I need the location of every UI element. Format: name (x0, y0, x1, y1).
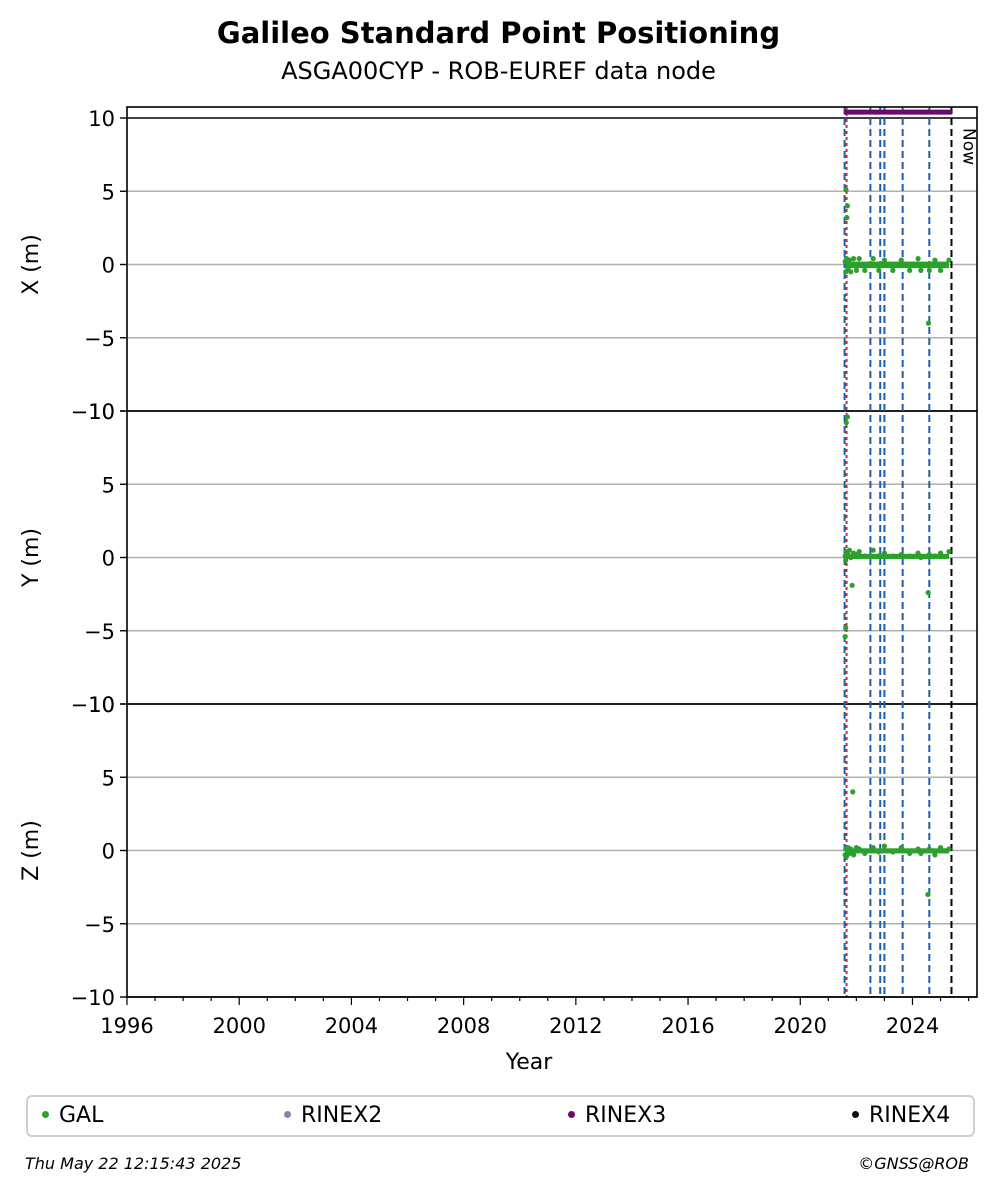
data-point-gal (870, 256, 876, 262)
plot-frame (126, 106, 978, 998)
data-point-gal (853, 267, 859, 273)
data-band-gal (845, 261, 949, 269)
data-point-gal (844, 203, 850, 209)
data-point-gal (843, 187, 849, 193)
x-axis-label: Year (505, 1050, 554, 1075)
data-point-gal (890, 267, 896, 273)
data-point-gal (846, 547, 852, 553)
data-point-gal (918, 267, 924, 273)
data-point-gal (844, 215, 850, 221)
y-tick-label: 10 (88, 693, 115, 717)
legend-item-rinex4: RINEX4 (852, 1097, 950, 1135)
data-point-gal (925, 590, 931, 596)
data-point-gal (881, 257, 888, 263)
data-point-gal (849, 582, 855, 588)
data-point-gal (843, 420, 849, 426)
x-tick-label: 2020 (774, 1014, 827, 1038)
data-point-gal (915, 256, 921, 262)
footer-timestamp: Thu May 22 12:15:43 2025 (25, 1154, 242, 1173)
y-tick-label: 10 (88, 400, 115, 424)
y-tick-label: −5 (84, 327, 115, 351)
data-point-gal (946, 257, 952, 263)
data-point-gal (932, 257, 938, 263)
data-point-gal (937, 267, 944, 273)
data-point-gal (881, 843, 888, 849)
y-axis-label: Z (m) (19, 820, 44, 881)
y-tick-label: 10 (88, 107, 115, 131)
y-tick-label: 5 (102, 180, 115, 204)
x-tick-label: 2012 (549, 1014, 602, 1038)
legend: GAL RINEX2 RINEX3 RINEX4 (26, 1095, 975, 1137)
legend-marker-rinex4 (852, 1110, 859, 1118)
data-point-gal (850, 256, 857, 262)
legend-item-rinex3: RINEX3 (568, 1097, 666, 1135)
y-tick-label: −5 (84, 620, 115, 644)
data-point-gal (946, 549, 952, 555)
legend-marker-gal (42, 1110, 49, 1118)
chart-subtitle: ASGA00CYP - ROB-EUREF data node (281, 57, 716, 85)
x-tick-label: 2004 (325, 1014, 378, 1038)
now-label: Now (958, 128, 978, 165)
data-band-gal (845, 553, 949, 559)
data-point-gal (898, 257, 904, 263)
data-point-gal (848, 269, 854, 275)
y-axis-label: Y (m) (19, 528, 44, 588)
footer-credit: ©GNSS@ROB (858, 1154, 969, 1173)
y-tick-label: 5 (102, 473, 115, 497)
data-point-gal (843, 625, 849, 631)
y-tick-label: 0 (102, 547, 115, 571)
y-tick-label: 0 (102, 840, 115, 864)
chart-title: Galileo Standard Point Positioning (216, 16, 781, 50)
data-point-gal (907, 267, 913, 273)
legend-label-rinex3: RINEX3 (585, 1103, 667, 1128)
y-axis-label: X (m) (19, 234, 44, 295)
data-point-gal (844, 414, 850, 420)
legend-item-rinex2: RINEX2 (284, 1097, 382, 1135)
y-tick-label: −10 (71, 400, 115, 424)
data-point-gal (870, 547, 876, 553)
y-tick-label: 0 (102, 254, 115, 278)
data-band-gal (845, 848, 949, 854)
data-point-gal (925, 320, 932, 326)
x-tick-label: 2016 (661, 1014, 714, 1038)
legend-label-gal: GAL (59, 1103, 104, 1128)
x-tick-label: 2008 (437, 1014, 490, 1038)
data-point-gal (856, 256, 862, 262)
chart-plot: −10 −5 0 5 10 X (m) −10 −5 0 5 10 Y (m) −10 −5 0 5 10 Z (… (19, 106, 978, 1075)
y-tick-label: −5 (84, 913, 115, 937)
y-tick-label: −10 (71, 693, 115, 717)
legend-marker-rinex3 (568, 1110, 575, 1118)
y-tick-label: 5 (102, 766, 115, 790)
data-point-gal (850, 852, 857, 858)
x-tick-label: 2000 (212, 1014, 265, 1038)
data-point-gal (846, 257, 852, 263)
data-point-gal (876, 267, 882, 273)
data-point-gal (842, 634, 848, 640)
data-point-gal (850, 789, 856, 795)
legend-item-gal: GAL (42, 1097, 103, 1135)
data-point-gal (925, 891, 931, 898)
legend-label-rinex4: RINEX4 (869, 1103, 951, 1128)
data-point-gal (926, 267, 932, 273)
data-point-gal (856, 549, 862, 555)
legend-label-rinex2: RINEX2 (301, 1103, 383, 1128)
legend-marker-rinex2 (284, 1110, 291, 1118)
x-tick-label: 1996 (100, 1014, 153, 1038)
data-point-gal (862, 267, 868, 273)
x-tick-label: 2024 (886, 1014, 939, 1038)
y-tick-label: −10 (71, 986, 115, 1010)
data-point-gal (932, 852, 938, 858)
data-point-gal (843, 557, 849, 564)
